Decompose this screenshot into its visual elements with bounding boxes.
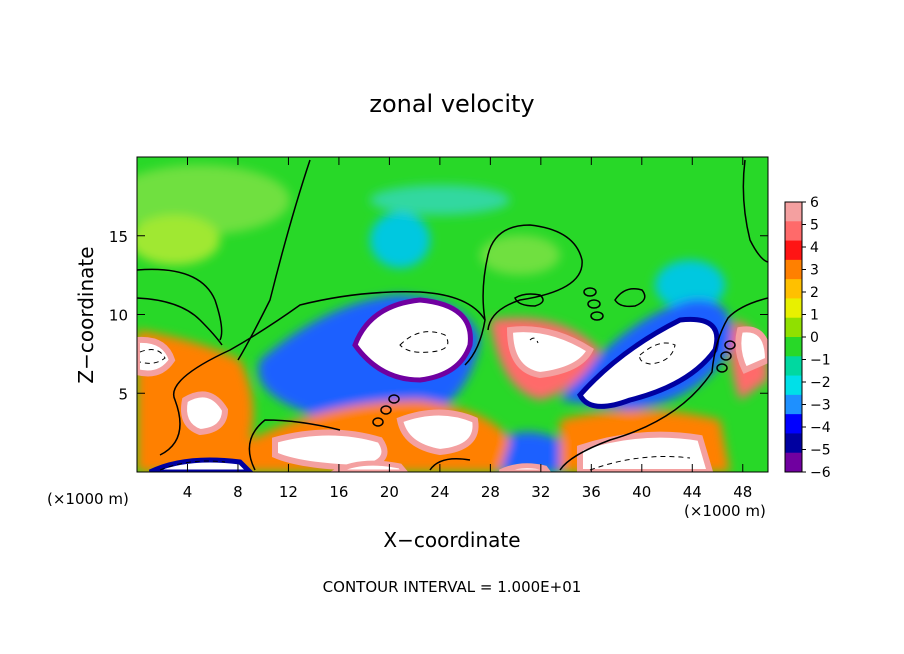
colorbar-label: −6 bbox=[810, 465, 831, 481]
colorbar-swatch bbox=[785, 317, 802, 338]
colorbar-label: −5 bbox=[810, 443, 831, 459]
colorbar-swatch bbox=[785, 452, 802, 473]
y-tick-label: 10 bbox=[109, 307, 128, 325]
y-tick-labels: 5 10 15 bbox=[109, 228, 128, 404]
axis-ticks bbox=[137, 157, 768, 472]
colorbar-label: 5 bbox=[810, 218, 819, 234]
colorbar-swatch bbox=[785, 259, 802, 280]
colorbar-swatch bbox=[785, 221, 802, 242]
velocity-field bbox=[137, 157, 768, 472]
x-tick-label: 20 bbox=[380, 483, 399, 501]
x-tick-labels: 4 8 12 16 20 24 28 32 36 40 44 48 bbox=[183, 483, 753, 501]
y-axis-label: Z−coordinate bbox=[74, 246, 98, 383]
chart-title: zonal velocity bbox=[369, 90, 534, 118]
dashed-contours bbox=[139, 331, 691, 471]
colorbar-label: −1 bbox=[810, 353, 831, 369]
colorbar-swatch bbox=[785, 375, 802, 396]
x-tick-label: 24 bbox=[430, 483, 449, 501]
colorbar-swatch bbox=[785, 433, 802, 454]
colorbar-label: 1 bbox=[810, 308, 819, 324]
colorbar-label: 3 bbox=[810, 263, 819, 279]
x-tick-label: 28 bbox=[481, 483, 500, 501]
x-unit-left: (×1000 m) bbox=[47, 490, 129, 508]
colorbar-swatch bbox=[785, 240, 802, 261]
x-tick-label: 36 bbox=[582, 483, 601, 501]
colorbar-swatch bbox=[785, 337, 802, 357]
x-tick-label: 44 bbox=[683, 483, 702, 501]
x-tick-label: 40 bbox=[632, 483, 651, 501]
contour-interval-note: CONTOUR INTERVAL = 1.000E+01 bbox=[323, 578, 582, 596]
colorbar: 6 5 4 3 2 1 0 −1 −2 −3 −4 −5 −6 bbox=[784, 195, 831, 481]
y-tick-label: 5 bbox=[118, 385, 128, 403]
x-unit-right: (×1000 m) bbox=[684, 502, 766, 520]
colorbar-swatch bbox=[785, 279, 802, 299]
x-tick-label: 12 bbox=[279, 483, 298, 501]
colorbar-swatch bbox=[785, 356, 802, 377]
x-tick-label: 4 bbox=[183, 483, 193, 501]
colorbar-label: 0 bbox=[810, 330, 819, 346]
x-tick-label: 32 bbox=[531, 483, 550, 501]
contour-lines bbox=[137, 159, 768, 471]
colorbar-swatch bbox=[785, 394, 802, 415]
saturated-regions bbox=[137, 297, 768, 472]
colorbar-label: 2 bbox=[810, 285, 819, 301]
x-tick-label: 48 bbox=[733, 483, 752, 501]
x-tick-label: 8 bbox=[233, 483, 243, 501]
colorbar-label: 4 bbox=[810, 240, 819, 256]
colorbar-swatch bbox=[785, 414, 802, 434]
colorbar-label: 6 bbox=[810, 195, 819, 211]
colorbar-swatch bbox=[785, 202, 802, 222]
x-tick-label: 16 bbox=[329, 483, 348, 501]
colorbar-label: −4 bbox=[810, 420, 831, 436]
x-axis-label: X−coordinate bbox=[383, 528, 520, 552]
y-tick-label: 15 bbox=[109, 228, 128, 246]
colorbar-label: −2 bbox=[810, 375, 831, 391]
colorbar-swatch bbox=[785, 298, 802, 319]
colorbar-label: −3 bbox=[810, 398, 831, 414]
